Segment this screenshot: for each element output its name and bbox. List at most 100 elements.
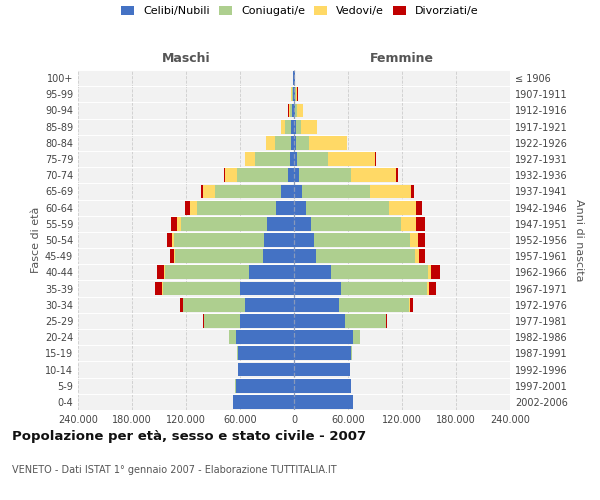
Bar: [294, 266, 331, 280]
Bar: [171, 217, 176, 230]
Bar: [276, 200, 294, 214]
Bar: [410, 298, 413, 312]
Bar: [306, 200, 389, 214]
Bar: [180, 298, 183, 312]
Bar: [294, 104, 295, 118]
Bar: [427, 282, 428, 296]
Bar: [309, 136, 347, 149]
Bar: [396, 168, 398, 182]
Bar: [294, 120, 296, 134]
Bar: [256, 152, 290, 166]
Bar: [263, 250, 294, 263]
Bar: [294, 330, 353, 344]
Bar: [266, 136, 275, 149]
Bar: [275, 136, 291, 149]
Bar: [175, 233, 265, 247]
Bar: [155, 282, 162, 296]
Bar: [370, 184, 410, 198]
Bar: [328, 152, 374, 166]
Bar: [314, 233, 410, 247]
Bar: [292, 88, 293, 101]
Bar: [190, 200, 197, 214]
Bar: [294, 217, 311, 230]
Bar: [294, 282, 341, 296]
Bar: [350, 168, 396, 182]
Bar: [294, 168, 299, 182]
Bar: [428, 282, 436, 296]
Bar: [296, 120, 301, 134]
Text: Popolazione per età, sesso e stato civile - 2007: Popolazione per età, sesso e stato civil…: [12, 430, 366, 443]
Text: Femmine: Femmine: [370, 52, 434, 65]
Bar: [374, 152, 376, 166]
Bar: [238, 168, 288, 182]
Y-axis label: Fasce di età: Fasce di età: [31, 207, 41, 273]
Bar: [299, 168, 350, 182]
Bar: [302, 184, 370, 198]
Bar: [203, 314, 204, 328]
Bar: [200, 184, 203, 198]
Bar: [293, 71, 294, 85]
Bar: [172, 233, 174, 247]
Bar: [238, 346, 294, 360]
Bar: [173, 250, 175, 263]
Bar: [295, 104, 297, 118]
Bar: [249, 266, 294, 280]
Bar: [185, 200, 190, 214]
Bar: [184, 298, 245, 312]
Bar: [294, 250, 316, 263]
Bar: [294, 200, 306, 214]
Bar: [238, 362, 294, 376]
Bar: [339, 298, 409, 312]
Y-axis label: Anni di nascita: Anni di nascita: [574, 198, 584, 281]
Bar: [341, 282, 427, 296]
Bar: [431, 266, 440, 280]
Bar: [331, 266, 428, 280]
Bar: [350, 346, 352, 360]
Bar: [290, 104, 292, 118]
Bar: [289, 104, 290, 118]
Bar: [240, 282, 294, 296]
Bar: [235, 330, 294, 344]
Bar: [296, 88, 298, 101]
Bar: [157, 266, 164, 280]
Bar: [165, 266, 249, 280]
Bar: [229, 330, 235, 344]
Bar: [245, 152, 256, 166]
Bar: [294, 314, 346, 328]
Bar: [428, 266, 431, 280]
Bar: [346, 314, 386, 328]
Bar: [389, 200, 415, 214]
Bar: [197, 200, 276, 214]
Bar: [311, 217, 401, 230]
Bar: [294, 184, 302, 198]
Bar: [386, 314, 387, 328]
Bar: [290, 152, 294, 166]
Bar: [235, 379, 294, 392]
Bar: [294, 233, 314, 247]
Bar: [416, 217, 425, 230]
Bar: [267, 217, 294, 230]
Bar: [297, 104, 302, 118]
Bar: [162, 282, 163, 296]
Bar: [294, 298, 339, 312]
Bar: [175, 250, 263, 263]
Bar: [285, 120, 292, 134]
Bar: [245, 298, 294, 312]
Text: Maschi: Maschi: [161, 52, 211, 65]
Bar: [292, 104, 294, 118]
Bar: [215, 184, 281, 198]
Bar: [170, 250, 173, 263]
Legend: Celibi/Nubili, Coniugati/e, Vedovi/e, Divorziati/e: Celibi/Nubili, Coniugati/e, Vedovi/e, Di…: [121, 6, 479, 16]
Bar: [419, 250, 425, 263]
Bar: [293, 88, 294, 101]
Bar: [294, 136, 296, 149]
Bar: [204, 314, 240, 328]
Bar: [295, 88, 296, 101]
Bar: [294, 346, 350, 360]
Bar: [415, 250, 419, 263]
Bar: [181, 217, 267, 230]
Bar: [225, 168, 238, 182]
Bar: [415, 200, 422, 214]
Bar: [297, 152, 328, 166]
Bar: [288, 168, 294, 182]
